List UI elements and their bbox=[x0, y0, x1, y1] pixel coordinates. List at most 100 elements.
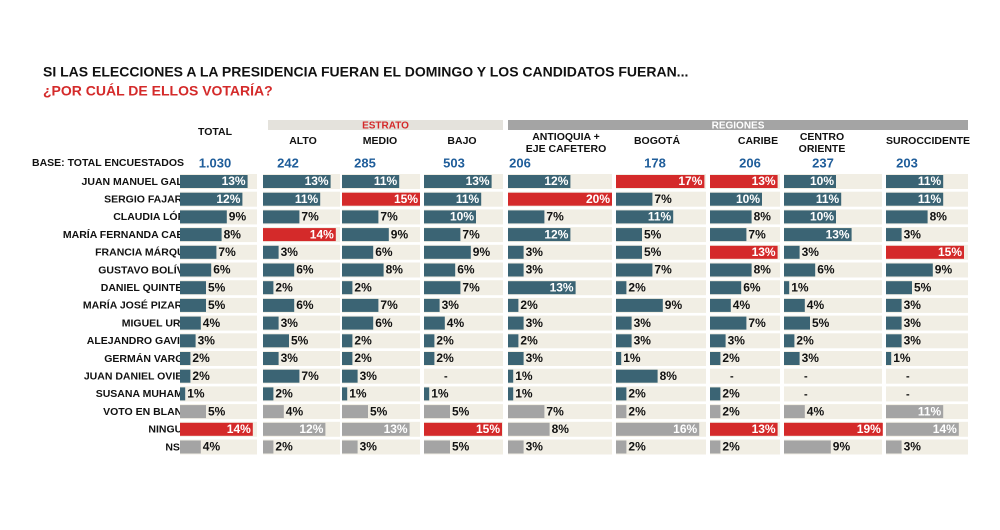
value-label: 3% bbox=[904, 440, 922, 454]
cell-background bbox=[784, 404, 882, 420]
value-label: 2% bbox=[722, 387, 740, 401]
cell-background bbox=[616, 404, 706, 420]
value-label: 7% bbox=[748, 316, 766, 330]
value-label: - bbox=[906, 371, 910, 383]
value-label: 6% bbox=[817, 263, 835, 277]
value-label: 5% bbox=[914, 280, 932, 294]
value-label: 14% bbox=[227, 422, 251, 436]
value-label: 9% bbox=[391, 227, 409, 241]
bar bbox=[710, 422, 778, 436]
cell-background bbox=[710, 368, 780, 384]
bar bbox=[508, 210, 545, 224]
value-label: 13% bbox=[222, 174, 246, 188]
value-label: 3% bbox=[802, 245, 820, 259]
value-label: 1% bbox=[431, 387, 449, 401]
cell-background bbox=[263, 280, 340, 296]
cell-background bbox=[710, 386, 780, 402]
group-bar bbox=[508, 120, 968, 130]
bar bbox=[784, 316, 810, 330]
value-label: 7% bbox=[380, 298, 398, 312]
value-label: 3% bbox=[526, 245, 544, 259]
value-label: 17% bbox=[678, 174, 702, 188]
bar bbox=[508, 245, 524, 259]
base-value: 206 bbox=[509, 155, 531, 170]
bar bbox=[616, 440, 627, 454]
bar bbox=[508, 228, 571, 242]
bar bbox=[342, 369, 358, 383]
bar bbox=[886, 298, 902, 312]
value-label: 13% bbox=[826, 227, 850, 241]
value-label: 2% bbox=[436, 351, 454, 365]
value-label: 7% bbox=[546, 404, 564, 418]
column-header: EJE CAFETERO bbox=[526, 143, 607, 155]
bar bbox=[263, 298, 295, 312]
value-label: 5% bbox=[208, 280, 226, 294]
base-value: 503 bbox=[443, 155, 465, 170]
value-label: 3% bbox=[442, 298, 460, 312]
value-label: 3% bbox=[728, 333, 746, 347]
value-label: 8% bbox=[930, 210, 948, 224]
cell-background bbox=[424, 333, 503, 349]
bar bbox=[784, 192, 842, 206]
bar bbox=[710, 192, 762, 206]
value-label: 2% bbox=[722, 351, 740, 365]
value-label: 20% bbox=[586, 192, 610, 206]
value-label: 10% bbox=[736, 192, 760, 206]
cell-background bbox=[616, 351, 706, 366]
value-label: 8% bbox=[224, 227, 242, 241]
cell-background bbox=[342, 439, 420, 455]
title: SI LAS ELECCIONES A LA PRESIDENCIA FUERA… bbox=[43, 64, 688, 80]
bar bbox=[886, 228, 902, 242]
value-label: 2% bbox=[520, 333, 538, 347]
row-label: CLAUDIA LÓPEZ bbox=[113, 210, 198, 223]
bar bbox=[424, 245, 471, 259]
value-label: 2% bbox=[520, 298, 538, 312]
cell-background bbox=[616, 333, 706, 349]
bar bbox=[263, 440, 274, 454]
bar bbox=[180, 263, 212, 277]
bar bbox=[263, 210, 300, 224]
bar bbox=[886, 245, 964, 259]
bar bbox=[508, 422, 550, 436]
bar bbox=[710, 245, 778, 259]
cell-background bbox=[784, 280, 882, 296]
value-label: 10% bbox=[450, 210, 474, 224]
value-label: 6% bbox=[296, 298, 314, 312]
value-label: 6% bbox=[296, 263, 314, 277]
bar bbox=[342, 387, 348, 401]
value-label: 2% bbox=[275, 440, 293, 454]
bar bbox=[508, 316, 524, 330]
group-bar bbox=[268, 120, 503, 130]
cell-background bbox=[508, 351, 612, 366]
bar bbox=[710, 281, 742, 295]
cell-background bbox=[508, 386, 612, 402]
cell-background bbox=[263, 351, 340, 366]
value-label: 5% bbox=[208, 298, 226, 312]
bar bbox=[180, 281, 206, 295]
cell-background bbox=[263, 439, 340, 455]
bar bbox=[342, 210, 379, 224]
value-label: 19% bbox=[857, 422, 881, 436]
bar bbox=[616, 210, 674, 224]
value-label: 1% bbox=[515, 387, 533, 401]
bar bbox=[616, 192, 653, 206]
value-label: 6% bbox=[457, 263, 475, 277]
cell-background bbox=[342, 280, 420, 296]
bar bbox=[342, 192, 420, 206]
cell-background bbox=[342, 368, 420, 384]
base-value: 206 bbox=[739, 155, 761, 170]
bar bbox=[508, 281, 576, 295]
bar bbox=[784, 405, 805, 419]
bar bbox=[784, 440, 831, 454]
bar bbox=[616, 369, 658, 383]
value-label: 7% bbox=[748, 227, 766, 241]
bar bbox=[886, 316, 902, 330]
bar bbox=[180, 334, 196, 348]
bar bbox=[342, 245, 374, 259]
bar bbox=[710, 263, 752, 277]
row-label: SERGIO FAJARDO bbox=[104, 193, 198, 205]
cell-background bbox=[508, 315, 612, 331]
bar bbox=[784, 263, 816, 277]
value-label: 3% bbox=[198, 333, 216, 347]
value-label: 15% bbox=[394, 192, 418, 206]
